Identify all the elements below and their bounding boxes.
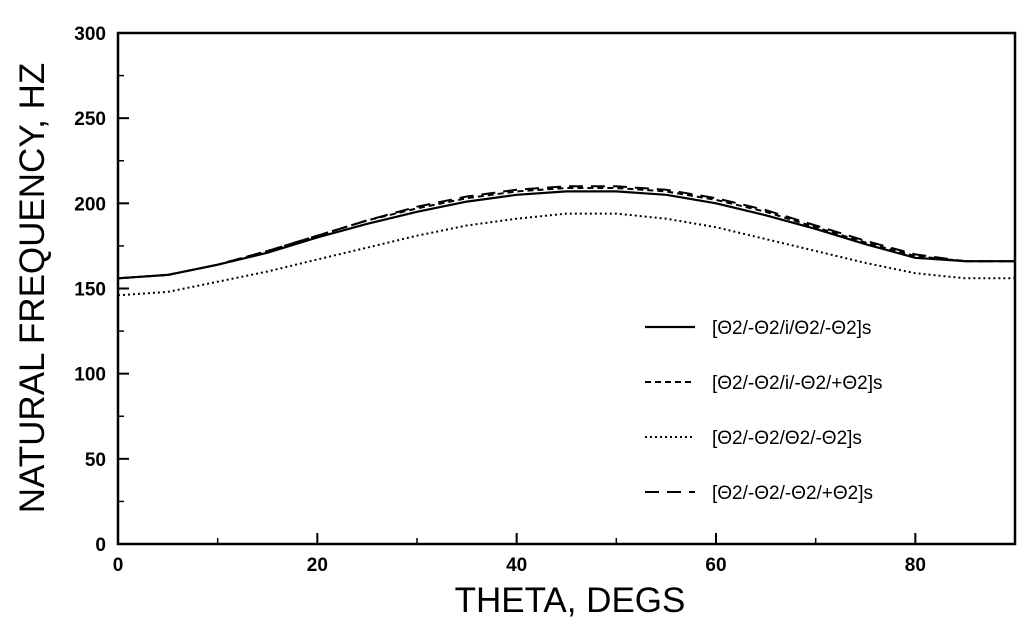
y-tick-label: 50	[85, 450, 106, 471]
series-line-1	[117, 190, 1015, 280]
y-tick-label: 100	[74, 365, 106, 386]
plot-frame	[116, 31, 1017, 546]
tick-labels: 0 50 100 150 200 250 300 0 20 40 60 80	[74, 24, 926, 576]
series-layer	[117, 185, 1015, 297]
x-tick-label: 60	[705, 555, 726, 576]
axis-ticks	[117, 32, 917, 545]
x-axis-title: THETA, DEGS	[455, 581, 686, 620]
legend-label-1: [Θ2/-Θ2/i/Θ2/-Θ2]s	[712, 318, 871, 339]
x-tick-label: 40	[506, 555, 527, 576]
x-tick-label: 0	[113, 555, 124, 576]
series-line-4	[117, 185, 1015, 280]
legend-label-4: [Θ2/-Θ2/-Θ2/+Θ2]s	[712, 483, 873, 504]
y-axis-title: NATURAL FREQUENCY, HZ	[13, 63, 52, 514]
y-tick-label: 200	[74, 194, 106, 215]
y-tick-label: 250	[74, 109, 106, 130]
x-tick-label: 20	[307, 555, 328, 576]
y-tick-label: 150	[74, 280, 106, 301]
legend-label-2: [Θ2/-Θ2/i/-Θ2/+Θ2]s	[712, 373, 883, 394]
y-tick-label: 0	[95, 535, 106, 556]
series-line-2	[117, 187, 1015, 280]
legend-label-3: [Θ2/-Θ2/Θ2/-Θ2]s	[712, 428, 862, 449]
y-tick-label: 300	[74, 24, 106, 45]
series-line-3	[117, 212, 1015, 297]
x-tick-label: 80	[905, 555, 926, 576]
legend: [Θ2/-Θ2/i/Θ2/-Θ2]s [Θ2/-Θ2/i/-Θ2/+Θ2]s [Θ2…	[645, 318, 883, 504]
